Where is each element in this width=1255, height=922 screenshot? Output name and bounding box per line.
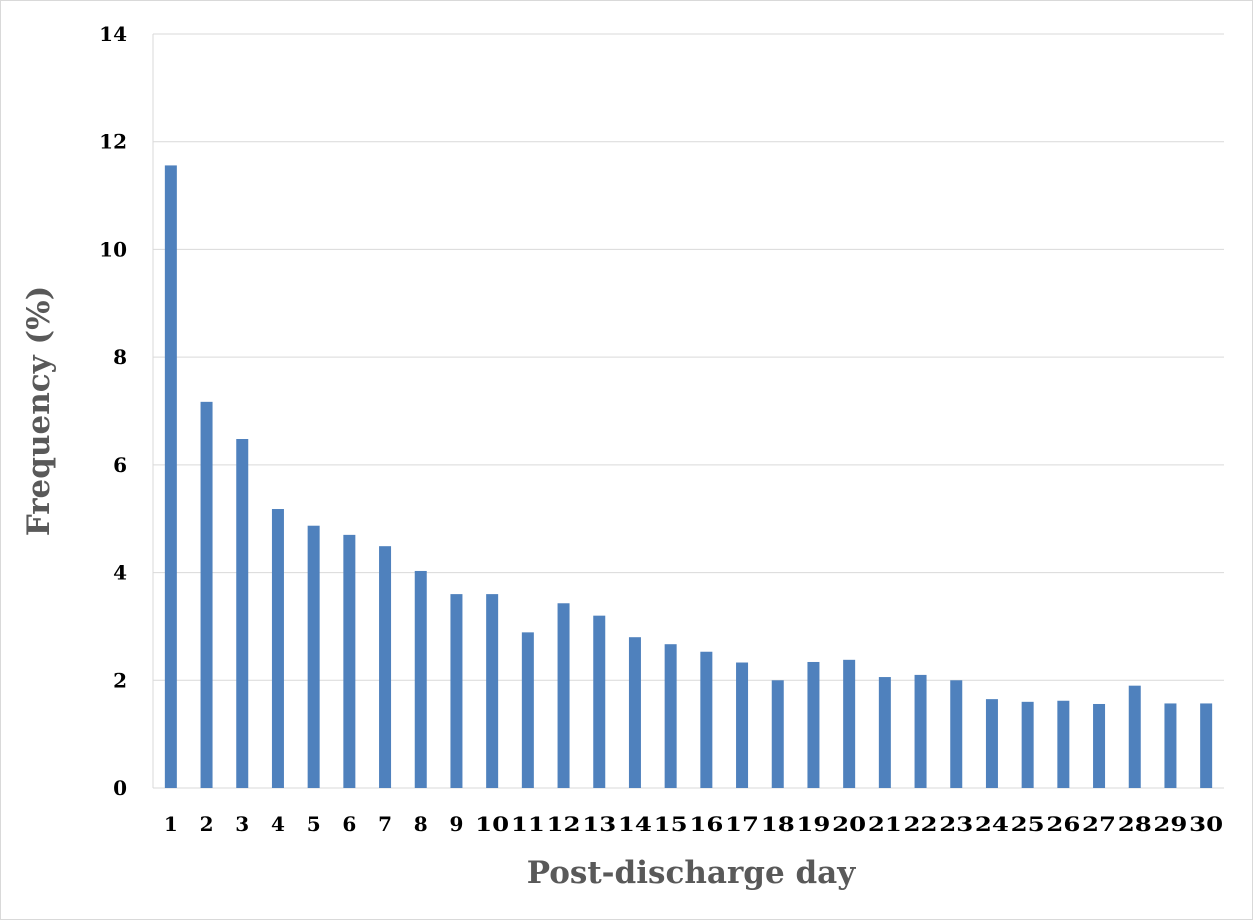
- bar-day-19: [807, 661, 820, 788]
- bar-day-6: [343, 534, 356, 788]
- x-tick-label: 27: [1082, 812, 1116, 836]
- x-tick-label: 20: [832, 812, 866, 836]
- bar-day-3: [236, 439, 249, 788]
- y-tick-label: 8: [113, 345, 127, 369]
- x-tick-label: 6: [342, 812, 356, 836]
- bar-day-14: [628, 637, 641, 788]
- x-tick-label: 25: [1011, 812, 1045, 836]
- gridlines: [153, 33, 1224, 681]
- bar-day-26: [1057, 700, 1070, 788]
- x-axis-title: Post-discharge day: [527, 855, 856, 891]
- bar-day-25: [1021, 701, 1034, 788]
- y-tick-label: 0: [113, 776, 127, 800]
- bar-day-12: [557, 603, 570, 788]
- bar-day-5: [307, 525, 320, 788]
- bar-day-15: [664, 644, 677, 788]
- y-tick-label: 12: [99, 130, 127, 154]
- bar-day-29: [1164, 703, 1177, 788]
- x-tick-label: 24: [975, 812, 1009, 836]
- x-tick-label: 10: [475, 812, 509, 836]
- x-tick-label: 7: [378, 812, 392, 836]
- x-tick-label: 8: [414, 812, 428, 836]
- y-tick-label: 4: [113, 561, 127, 585]
- x-tick-label: 4: [271, 812, 285, 836]
- bar-day-27: [1093, 703, 1106, 788]
- x-tick-label: 17: [725, 812, 759, 836]
- y-tick-label: 2: [113, 668, 127, 692]
- x-tick-label: 15: [654, 812, 688, 836]
- x-tick-label: 18: [761, 812, 795, 836]
- bar-day-22: [914, 674, 927, 788]
- x-tick-label: 30: [1189, 812, 1223, 836]
- bar-day-28: [1128, 685, 1141, 788]
- x-tick-label: 23: [939, 812, 973, 836]
- bar-day-20: [843, 659, 856, 788]
- bar-day-18: [771, 680, 784, 788]
- y-axis-title: Frequency (%): [21, 286, 57, 536]
- x-tick-label: 14: [618, 812, 652, 836]
- x-tick-label: 2: [200, 812, 214, 836]
- bar-day-16: [700, 651, 713, 788]
- x-tick-label: 29: [1153, 812, 1187, 836]
- x-tick-label: 26: [1046, 812, 1080, 836]
- x-tick-label: 5: [307, 812, 321, 836]
- x-tick-label: 28: [1118, 812, 1152, 836]
- x-tick-label: 1: [164, 812, 178, 836]
- bar-day-30: [1200, 703, 1213, 788]
- bar-day-2: [200, 401, 213, 788]
- x-tick-label: 9: [449, 812, 463, 836]
- bar-day-7: [379, 546, 392, 788]
- axes: [152, 34, 1224, 789]
- bar-day-11: [521, 632, 534, 788]
- bar-day-1: [164, 165, 177, 788]
- x-tick-label: 19: [796, 812, 830, 836]
- x-tick-label: 3: [235, 812, 249, 836]
- bars: [164, 165, 1213, 788]
- x-tick-label: 12: [547, 812, 581, 836]
- bar-day-8: [414, 570, 427, 788]
- x-tick-label: 22: [904, 812, 938, 836]
- y-tick-label: 10: [99, 237, 127, 261]
- bar-day-17: [736, 662, 749, 788]
- bar-day-9: [450, 594, 463, 788]
- bar-day-10: [486, 594, 499, 788]
- bar-day-13: [593, 615, 606, 788]
- bar-day-23: [950, 680, 963, 788]
- x-tick-label: 21: [868, 812, 902, 836]
- x-tick-label: 11: [511, 812, 545, 836]
- x-tick-label: 16: [689, 812, 723, 836]
- bar-day-21: [878, 677, 891, 788]
- x-tick-label: 13: [582, 812, 616, 836]
- bar-day-4: [271, 509, 284, 788]
- y-tick-labels: 0 2 4 6 8 10 12 14: [99, 22, 127, 800]
- bar-day-24: [985, 699, 998, 788]
- y-tick-label: 6: [113, 453, 127, 477]
- x-tick-labels: 1 2 3 4 5 6 7 8 9 10 11 12 13 14 15 16 17 18 19 20 21 22 23 24 2…: [164, 812, 1223, 836]
- y-tick-label: 14: [99, 22, 127, 46]
